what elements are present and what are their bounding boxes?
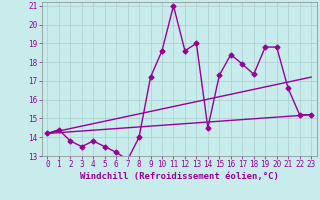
X-axis label: Windchill (Refroidissement éolien,°C): Windchill (Refroidissement éolien,°C): [80, 172, 279, 181]
